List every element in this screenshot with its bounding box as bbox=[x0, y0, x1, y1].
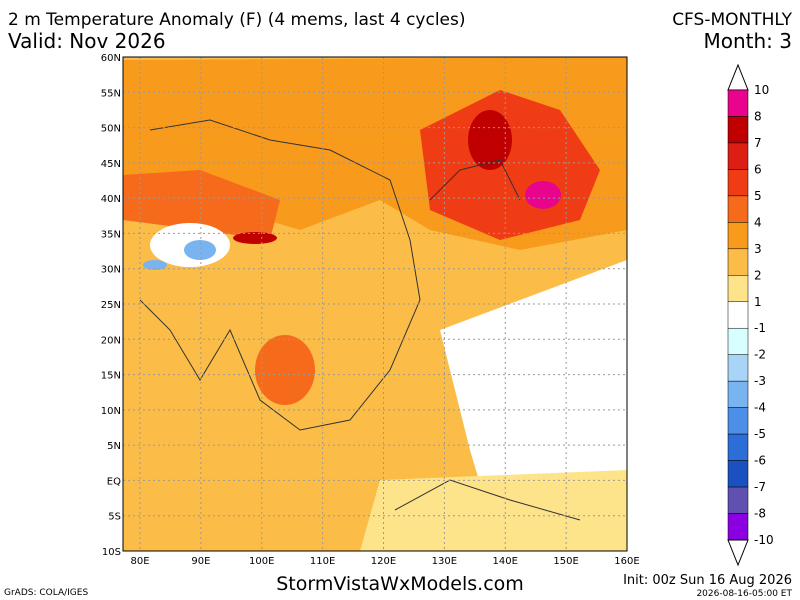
colorbar-label: -4 bbox=[754, 401, 766, 415]
very-hot-spot bbox=[233, 232, 277, 244]
colorbar-label: -6 bbox=[754, 454, 766, 468]
lat-label: 60N bbox=[101, 53, 121, 64]
lat-label: 50N bbox=[101, 124, 121, 135]
colorbar-label: 6 bbox=[754, 162, 762, 176]
colorbar: 10 8 7 6 5 4 3 2 1 -1 -2 -3 -4 -5 -6 -7 -8 -10 bbox=[727, 63, 774, 567]
map-frame bbox=[122, 56, 628, 552]
lat-label: 5S bbox=[108, 512, 121, 523]
site-name: StormVistaWxModels.com bbox=[276, 573, 524, 595]
colorbar-label: 10 bbox=[754, 83, 769, 97]
lat-label: 45N bbox=[101, 159, 121, 170]
colorbar-label: -1 bbox=[754, 321, 766, 335]
colorbar-box bbox=[727, 169, 749, 197]
cold-spot bbox=[143, 260, 167, 270]
colorbar-box bbox=[727, 380, 749, 408]
colorbar-box bbox=[727, 460, 749, 488]
lat-label: 30N bbox=[101, 265, 121, 276]
credit: GrADS: COLA/IGES bbox=[4, 588, 88, 598]
colorbar-box bbox=[727, 486, 749, 514]
colorbar-box bbox=[727, 354, 749, 382]
grid bbox=[123, 57, 627, 551]
colorbar-box bbox=[727, 433, 749, 461]
lon-label: 150E bbox=[553, 556, 578, 567]
colorbar-label: 8 bbox=[754, 109, 762, 123]
lon-label: 110E bbox=[310, 556, 335, 567]
colorbar-label: 7 bbox=[754, 136, 762, 150]
colorbar-label: 5 bbox=[754, 189, 762, 203]
colorbar-label: -8 bbox=[754, 507, 766, 521]
colorbar-box bbox=[727, 222, 749, 250]
lat-label: 25N bbox=[101, 300, 121, 311]
colorbar-end bbox=[727, 63, 749, 91]
lon-label: 140E bbox=[493, 556, 518, 567]
lon-label: 90E bbox=[191, 556, 210, 567]
lat-label: 15N bbox=[101, 371, 121, 382]
lon-label: 160E bbox=[614, 556, 639, 567]
colorbar-box bbox=[727, 116, 749, 144]
very-hot-spot bbox=[468, 110, 512, 170]
colorbar-label: -10 bbox=[754, 533, 774, 547]
colorbar-box bbox=[727, 195, 749, 223]
colorbar-end bbox=[727, 539, 749, 567]
forecast-month: Month: 3 bbox=[703, 29, 792, 53]
cold-spot bbox=[184, 240, 216, 260]
colorbar-box bbox=[727, 248, 749, 276]
colorbar-box bbox=[727, 142, 749, 170]
hot-area bbox=[255, 335, 315, 405]
colorbar-box bbox=[727, 407, 749, 435]
colorbar-box bbox=[727, 301, 749, 329]
timestamp: 2026-08-16-05:00 ET bbox=[696, 589, 792, 599]
mild-area bbox=[360, 470, 627, 551]
coastline bbox=[139, 119, 581, 521]
colorbar-box bbox=[727, 89, 749, 117]
colorbar-label: 4 bbox=[754, 215, 762, 229]
map bbox=[122, 56, 628, 552]
init-time: Init: 00z Sun 16 Aug 2026 bbox=[623, 573, 792, 588]
colorbar-box bbox=[727, 513, 749, 541]
colorbar-box bbox=[727, 275, 749, 303]
lat-label: 20N bbox=[101, 335, 121, 346]
lat-label: 10N bbox=[101, 406, 121, 417]
lon-label: 130E bbox=[432, 556, 457, 567]
valid-time: Valid: Nov 2026 bbox=[8, 29, 166, 53]
colorbar-label: -5 bbox=[754, 427, 766, 441]
lon-label: 100E bbox=[249, 556, 274, 567]
colorbar-label: -7 bbox=[754, 480, 766, 494]
lon-label: 120E bbox=[371, 556, 396, 567]
extreme-spot bbox=[525, 181, 561, 209]
colorbar-box bbox=[727, 327, 749, 355]
title: 2 m Temperature Anomaly (F) (4 mems, las… bbox=[8, 10, 466, 30]
lat-label: 5N bbox=[107, 441, 121, 452]
lat-label: 55N bbox=[101, 88, 121, 99]
lat-label: 10S bbox=[102, 547, 121, 558]
colorbar-label: -2 bbox=[754, 348, 766, 362]
colorbar-label: -3 bbox=[754, 374, 766, 388]
lat-label: 35N bbox=[101, 229, 121, 240]
colorbar-label: 1 bbox=[754, 295, 762, 309]
lat-label: 40N bbox=[101, 194, 121, 205]
lat-label: EQ bbox=[107, 476, 121, 487]
colorbar-label: 2 bbox=[754, 268, 762, 282]
hot-area bbox=[123, 170, 280, 240]
model-name: CFS-MONTHLY bbox=[672, 10, 792, 30]
colorbar-label: 3 bbox=[754, 242, 762, 256]
lon-label: 80E bbox=[130, 556, 149, 567]
